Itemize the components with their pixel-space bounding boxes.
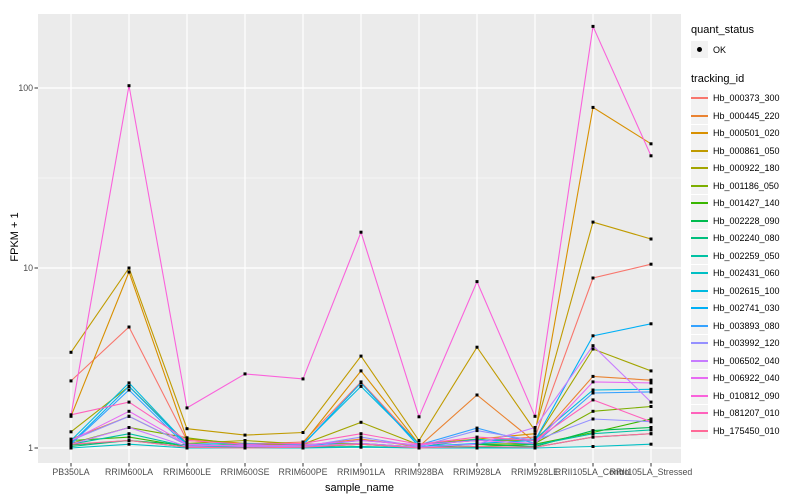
line-key-icon bbox=[691, 334, 708, 352]
legend-item-label: Hb_000445_220 bbox=[713, 110, 780, 121]
legend-item-label: OK bbox=[713, 44, 727, 55]
line-key-icon bbox=[691, 299, 708, 317]
legend-item-Hb_003893_080: Hb_003893_080 bbox=[691, 317, 799, 335]
legend-item-label: Hb_010812_090 bbox=[713, 390, 780, 401]
x-tick-label: RRIM600LE bbox=[163, 467, 211, 477]
legend-item-label: Hb_006502_040 bbox=[713, 355, 780, 366]
legend-item-label: Hb_175450_010 bbox=[713, 425, 780, 436]
legend-item-Hb_006922_040: Hb_006922_040 bbox=[691, 369, 799, 388]
legend-item-label: Hb_081207_010 bbox=[713, 408, 780, 419]
legend-item-Hb_000373_300: Hb_000373_300 bbox=[691, 89, 799, 108]
legend-item-Hb_002228_090: Hb_002228_090 bbox=[691, 212, 799, 230]
legend-items: Hb_000373_300 Hb_000445_220 Hb_000501_020 H… bbox=[691, 89, 799, 440]
legend-item-Hb_000861_050: Hb_000861_050 bbox=[691, 142, 799, 160]
line-key-icon bbox=[691, 159, 708, 177]
legend-item-Hb_175450_010: Hb_175450_010 bbox=[691, 422, 799, 440]
legend-item-Hb_002259_050: Hb_002259_050 bbox=[691, 247, 799, 265]
legend-item-label: Hb_003992_120 bbox=[713, 338, 780, 349]
x-tick-label: RRIM600LA bbox=[105, 467, 153, 477]
legend-item-Hb_001427_140: Hb_001427_140 bbox=[691, 194, 799, 213]
legend-item-label: Hb_001186_050 bbox=[713, 180, 779, 191]
x-tick-label: PB350LA bbox=[52, 467, 90, 477]
legend-item-Hb_002741_030: Hb_002741_030 bbox=[691, 299, 799, 318]
legend-item-Hb_002615_100: Hb_002615_100 bbox=[691, 282, 799, 300]
legend-item-label: Hb_002259_050 bbox=[713, 250, 780, 261]
legend-item-label: Hb_001427_140 bbox=[713, 198, 780, 209]
line-key-icon bbox=[691, 422, 708, 440]
x-tick-label: RRII105LA_Control bbox=[554, 467, 632, 477]
legend-item-label: Hb_002431_060 bbox=[713, 268, 780, 279]
x-tick-label: RRIM600SE bbox=[220, 467, 270, 477]
legend-item-label: Hb_002228_090 bbox=[713, 215, 780, 226]
line-key-icon bbox=[691, 317, 708, 335]
y-tick-label: 100 bbox=[18, 83, 33, 93]
y-tick-label: 10 bbox=[23, 263, 33, 273]
line-key-icon bbox=[691, 369, 708, 387]
x-tick-label: RRIM928BA bbox=[394, 467, 444, 477]
legend-item-Hb_006502_040: Hb_006502_040 bbox=[691, 352, 799, 370]
data-points bbox=[69, 24, 653, 450]
legend-item-label: Hb_000861_050 bbox=[713, 145, 780, 156]
legend-title-quant-status: quant_status bbox=[691, 24, 754, 36]
legend-item-Hb_000501_020: Hb_000501_020 bbox=[691, 124, 799, 143]
x-tick-label: RRIM928LA bbox=[453, 467, 501, 477]
legend-item-Hb_002431_060: Hb_002431_060 bbox=[691, 264, 799, 283]
legend-item-label: Hb_002240_080 bbox=[713, 233, 780, 244]
legend-item-Hb_010812_090: Hb_010812_090 bbox=[691, 387, 799, 405]
line-key-icon bbox=[691, 194, 708, 212]
x-tick-label: RRIM600PE bbox=[278, 467, 328, 477]
legend-item-Hb_002240_080: Hb_002240_080 bbox=[691, 229, 799, 248]
legend-item-Hb_000445_220: Hb_000445_220 bbox=[691, 107, 799, 125]
legend-item-ok: OK bbox=[691, 41, 799, 59]
legend-item-label: Hb_006922_040 bbox=[713, 373, 780, 384]
legend-item-Hb_001186_050: Hb_001186_050 bbox=[691, 177, 799, 195]
legend-item-label: Hb_000373_300 bbox=[713, 93, 780, 104]
line-key-icon bbox=[691, 404, 708, 422]
legend-item-Hb_003992_120: Hb_003992_120 bbox=[691, 334, 799, 353]
line-key-icon bbox=[691, 387, 708, 405]
x-tick-label: RRIM928LE bbox=[511, 467, 559, 477]
legend-item-label: Hb_003893_080 bbox=[713, 320, 780, 331]
line-key-icon bbox=[691, 229, 708, 247]
line-key-icon bbox=[691, 352, 708, 370]
x-axis-tick-labels: PB350LA RRIM600LA RRIM600LE RRIM600SE RRIM60… bbox=[0, 467, 800, 481]
legend-item-label: Hb_002741_030 bbox=[713, 303, 780, 314]
legend-title-tracking-id: tracking_id bbox=[691, 72, 745, 85]
x-tick-label: RRIM901LA bbox=[337, 467, 385, 477]
legend-item-Hb_081207_010: Hb_081207_010 bbox=[691, 404, 799, 423]
line-key-icon bbox=[691, 177, 708, 195]
line-key-icon bbox=[691, 212, 708, 230]
y-tick-label: 1 bbox=[28, 443, 33, 453]
line-key-icon bbox=[691, 247, 708, 265]
line-key-icon bbox=[691, 124, 708, 142]
legend: quant_status OK tracking_id Hb_000373_30… bbox=[691, 24, 799, 440]
point-key-icon bbox=[691, 41, 708, 59]
line-key-icon bbox=[691, 282, 708, 300]
x-axis-title: sample_name bbox=[324, 482, 395, 494]
line-key-icon bbox=[691, 89, 708, 107]
legend-item-label: Hb_002615_100 bbox=[713, 285, 780, 296]
line-key-icon bbox=[691, 264, 708, 282]
y-axis-tick-labels: 1 10 100 bbox=[0, 0, 33, 500]
legend-item-Hb_000922_180: Hb_000922_180 bbox=[691, 159, 799, 178]
legend-item-label: Hb_000922_180 bbox=[713, 163, 780, 174]
line-key-icon bbox=[691, 107, 708, 125]
legend-item-label: Hb_000501_020 bbox=[713, 128, 780, 139]
x-tick-label: RRII105LA_Stressed bbox=[609, 467, 693, 477]
line-key-icon bbox=[691, 142, 708, 160]
